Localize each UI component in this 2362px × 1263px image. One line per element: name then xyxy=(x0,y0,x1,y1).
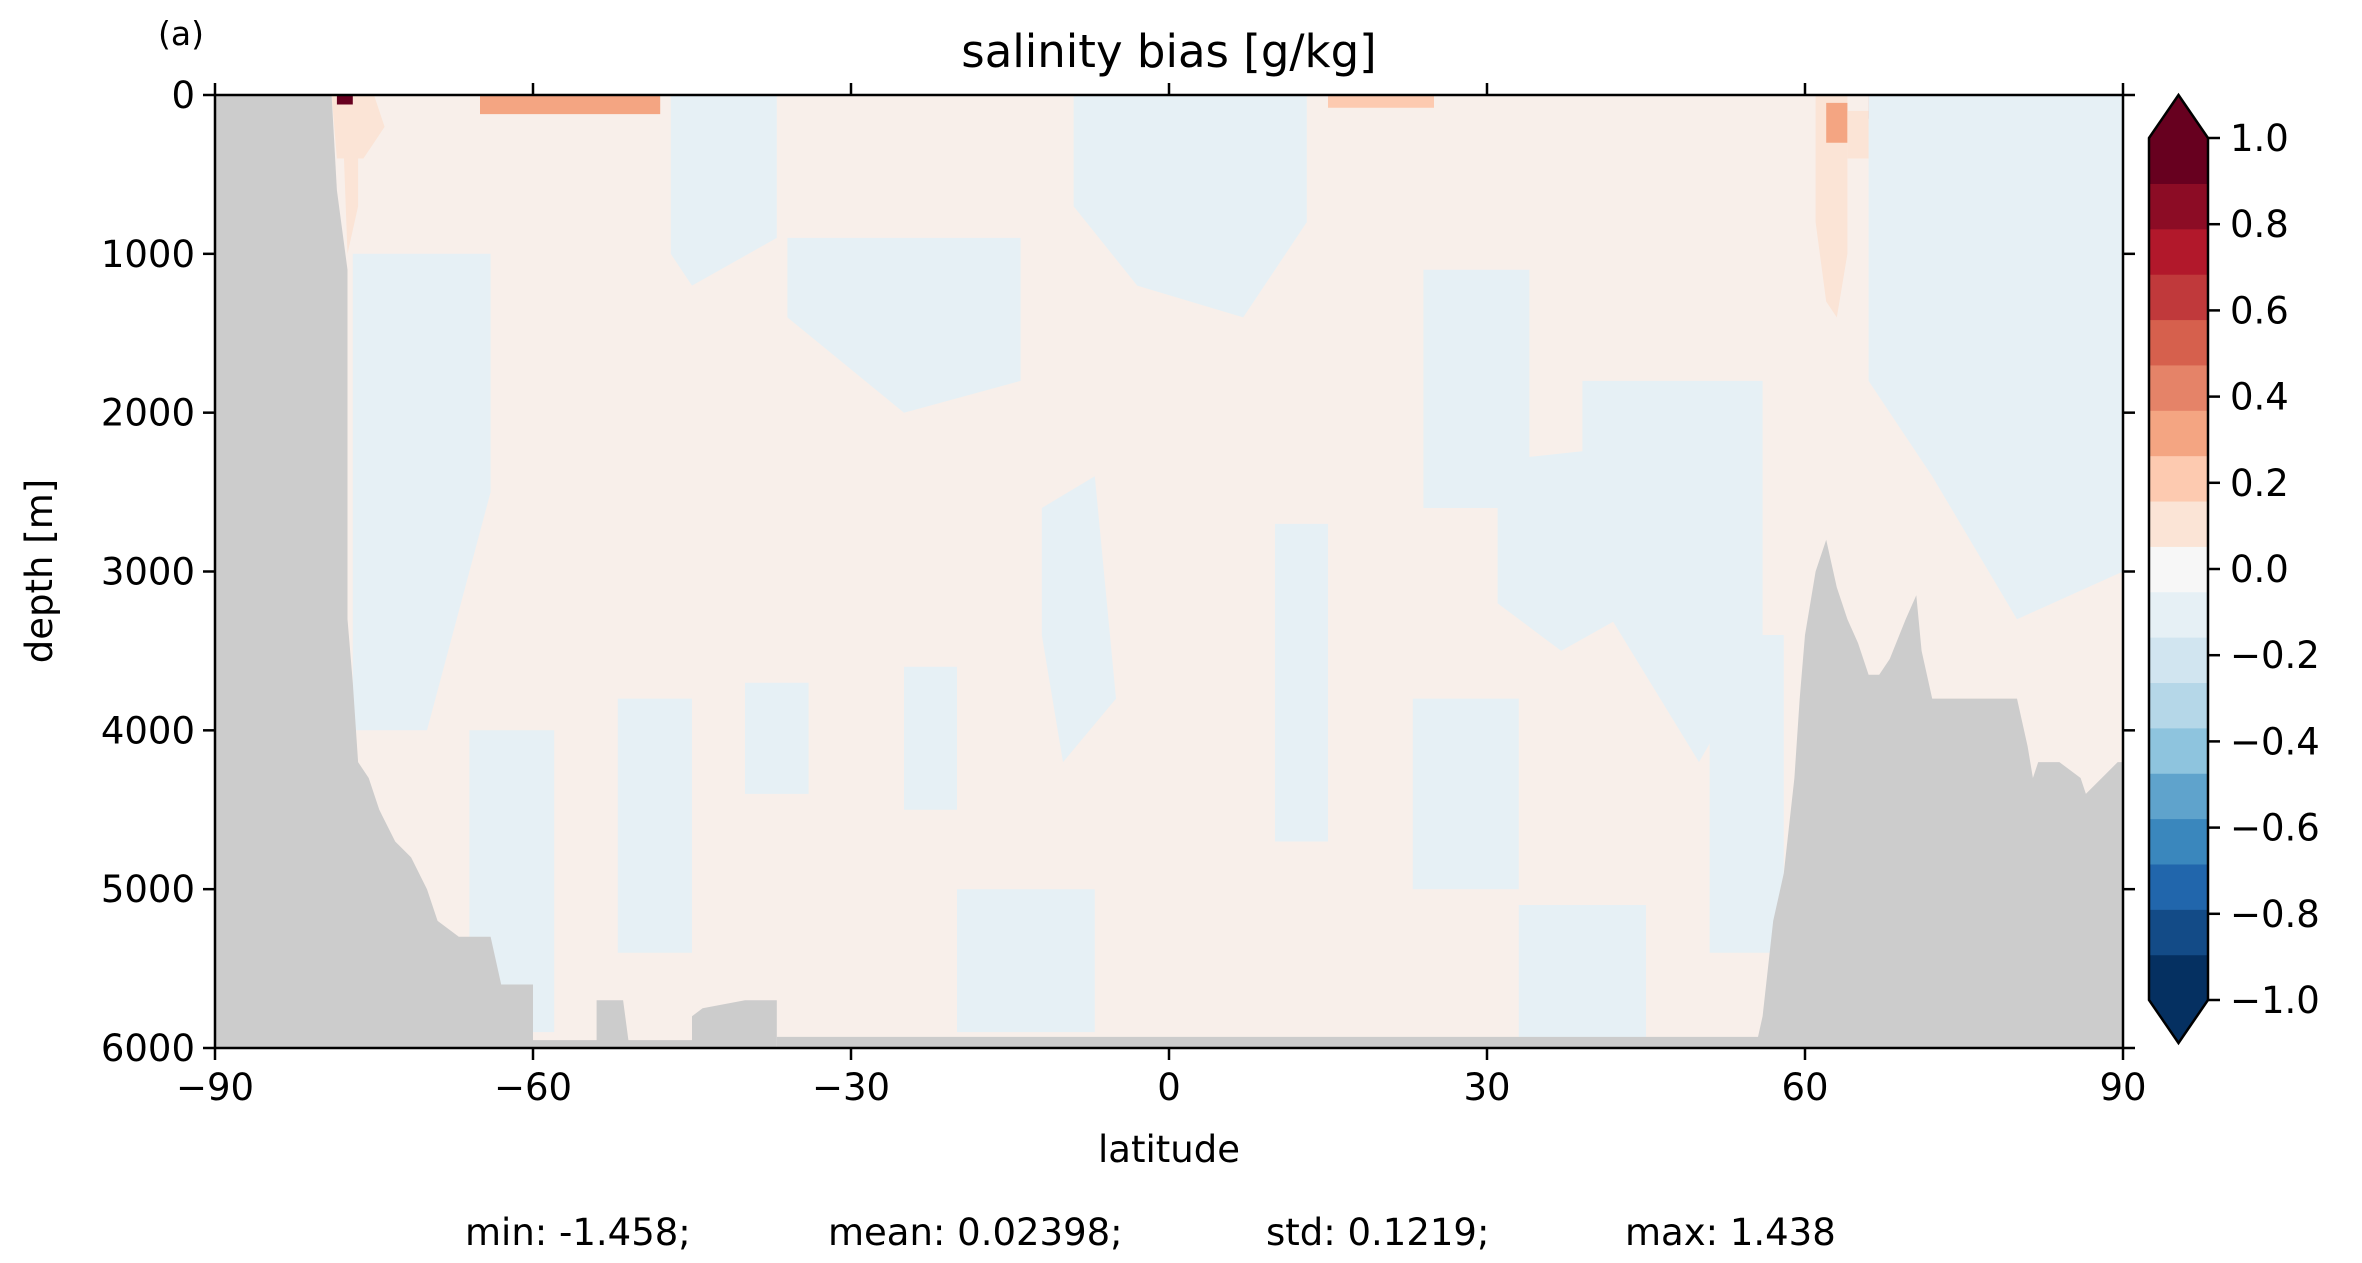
colorbar-level xyxy=(2149,727,2208,774)
y-tick-label: 5000 xyxy=(101,868,195,911)
colorbar-tick-label: −0.6 xyxy=(2230,807,2320,850)
y-tick-label: 2000 xyxy=(101,392,195,435)
colorbar-tick-label: −0.8 xyxy=(2230,893,2320,936)
anomaly-patch-1 xyxy=(342,110,359,254)
colorbar-tick-label: −0.4 xyxy=(2230,720,2320,763)
chart-title: salinity bias [g/kg] xyxy=(961,25,1376,78)
colorbar: 1.0 0.8 0.6 0.4 0.2 0.0 −0.2 −0.4 −0.6 −0.8 −1.0 xyxy=(2147,92,2320,1046)
anomaly-patch-4 xyxy=(1826,102,1848,143)
colorbar-tick-label: 1.0 xyxy=(2230,117,2289,160)
anomaly-patch-27 xyxy=(1518,905,1646,1041)
anomaly-patch-16 xyxy=(787,237,1021,413)
colorbar-level xyxy=(2149,183,2208,230)
anomaly-patch-2 xyxy=(336,95,353,105)
anomaly-patch-12 xyxy=(1328,95,1434,108)
colorbar-level xyxy=(2149,863,2208,910)
land-mask xyxy=(215,95,2123,1048)
x-tick-label: −60 xyxy=(494,1066,572,1109)
colorbar-tick-label: 0.0 xyxy=(2230,548,2289,591)
stat-std: std: 0.1219; xyxy=(1266,1211,1489,1254)
anomaly-patch-19 xyxy=(745,682,809,794)
anomaly-patch-17 xyxy=(1041,476,1116,763)
plot-area xyxy=(213,93,2125,1050)
y-tick-label: 4000 xyxy=(101,709,195,752)
x-tick-label: 0 xyxy=(1157,1066,1181,1109)
colorbar-level xyxy=(2149,138,2208,184)
anomaly-patch-22 xyxy=(957,889,1095,1033)
colorbar-tick-label: 0.4 xyxy=(2230,376,2289,419)
colorbar-tick-label: 0.2 xyxy=(2230,462,2289,505)
y-tick-label: 6000 xyxy=(101,1027,195,1070)
land-mask-north xyxy=(1757,539,2123,1048)
y-axis: 0 1000 2000 3000 4000 5000 6000 xyxy=(101,74,2135,1070)
anomaly-patch-20 xyxy=(617,698,692,953)
y-tick-label: 1000 xyxy=(101,233,195,276)
colorbar-level xyxy=(2149,500,2208,547)
colorbar-level xyxy=(2149,546,2208,593)
anomaly-patch-24 xyxy=(1423,269,1530,508)
stat-mean: mean: 0.02398; xyxy=(828,1211,1123,1254)
colorbar-level xyxy=(2149,773,2208,820)
colorbar-extend-min xyxy=(2149,1000,2208,1043)
x-tick-label: −90 xyxy=(176,1066,254,1109)
colorbar-level xyxy=(2149,954,2208,1001)
land-mask-floor xyxy=(776,1036,1759,1048)
x-tick-label: 90 xyxy=(2099,1066,2146,1109)
colorbar-extend-max xyxy=(2149,95,2208,138)
anomaly-patch-15 xyxy=(1073,95,1307,318)
colorbar-level xyxy=(2149,364,2208,411)
colorbar-level xyxy=(2149,909,2208,956)
x-tick-label: −30 xyxy=(812,1066,890,1109)
colorbar-level xyxy=(2149,319,2208,366)
y-tick-label: 0 xyxy=(171,74,195,117)
anomaly-patch-14 xyxy=(670,95,777,286)
land-mask-south xyxy=(215,95,777,1048)
anomaly-patch-11 xyxy=(480,95,661,115)
colorbar-level xyxy=(2149,274,2208,321)
stats-line: min: -1.458; mean: 0.02398; std: 0.1219;… xyxy=(465,1211,1836,1254)
stat-max: max: 1.438 xyxy=(1625,1211,1836,1254)
anomaly-patch-23 xyxy=(1275,523,1328,842)
x-tick-label: 30 xyxy=(1463,1066,1510,1109)
anomaly-patch-29 xyxy=(1709,635,1784,953)
y-tick-label: 3000 xyxy=(101,551,195,594)
anomaly-patch-3 xyxy=(1815,95,1848,318)
y-axis-label: depth [m] xyxy=(18,479,61,663)
stat-min: min: -1.458; xyxy=(465,1211,691,1254)
anomaly-patch-26 xyxy=(1412,698,1519,890)
x-tick-label: 60 xyxy=(1781,1066,1828,1109)
colorbar-level xyxy=(2149,682,2208,729)
anomaly-patch-30 xyxy=(1868,95,2123,620)
colorbar-level xyxy=(2149,410,2208,457)
colorbar-level xyxy=(2149,818,2208,865)
panel-label: (a) xyxy=(158,14,204,53)
colorbar-tick-label: −1.0 xyxy=(2230,979,2320,1022)
colorbar-level xyxy=(2149,228,2208,275)
anomaly-patch-18 xyxy=(904,666,957,810)
anomaly-patch-13 xyxy=(352,253,491,731)
colorbar-level xyxy=(2149,455,2208,502)
colorbar-tick-label: 0.8 xyxy=(2230,203,2289,246)
colorbar-level xyxy=(2149,637,2208,684)
x-axis: −90 −60 −30 0 30 60 90 xyxy=(176,83,2147,1109)
colorbar-tick-label: 0.6 xyxy=(2230,289,2289,332)
colorbar-tick-label: −0.2 xyxy=(2230,634,2320,677)
x-axis-label: latitude xyxy=(1098,1128,1240,1171)
colorbar-level xyxy=(2149,591,2208,638)
